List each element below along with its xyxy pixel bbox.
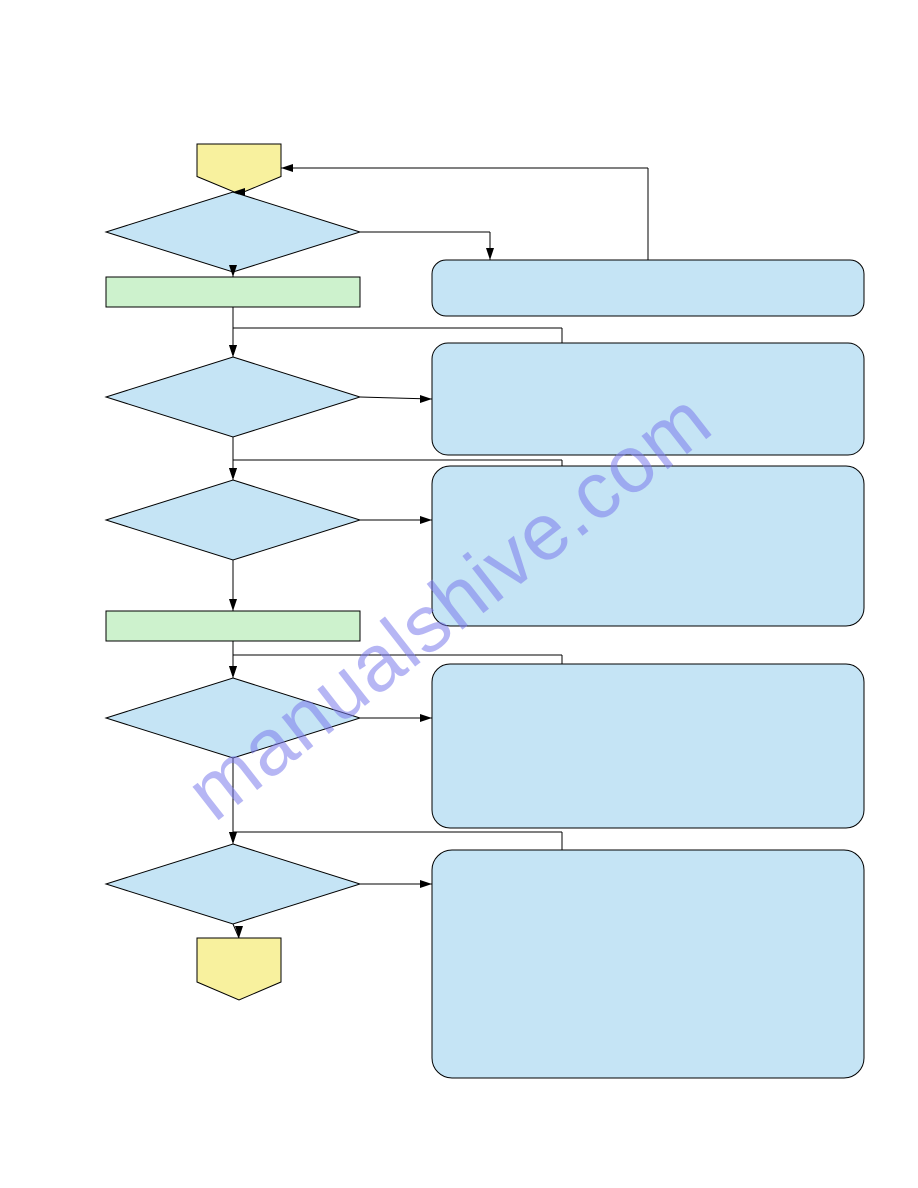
dec3 — [106, 480, 360, 560]
dec1 — [106, 192, 360, 272]
box1 — [432, 260, 864, 316]
dec2 — [106, 357, 360, 437]
arrowhead — [229, 666, 237, 678]
conn_bot — [197, 938, 281, 1000]
arrowhead — [229, 468, 237, 480]
box4 — [432, 664, 864, 828]
arrowhead — [420, 714, 432, 722]
box5 — [432, 850, 864, 1078]
box3 — [432, 466, 864, 626]
arrowhead — [229, 345, 237, 357]
arrowhead — [420, 395, 432, 403]
arrowhead — [281, 164, 293, 172]
arrowhead — [486, 248, 494, 260]
arrowhead — [420, 516, 432, 524]
proc2 — [106, 611, 360, 641]
arrowhead — [420, 880, 432, 888]
proc1 — [106, 277, 360, 307]
dec5 — [106, 844, 360, 924]
conn_top — [197, 144, 281, 194]
flowchart-canvas — [0, 0, 918, 1188]
arrowhead — [229, 599, 237, 611]
box2 — [432, 343, 864, 455]
arrowhead — [229, 832, 237, 844]
dec4 — [106, 678, 360, 758]
